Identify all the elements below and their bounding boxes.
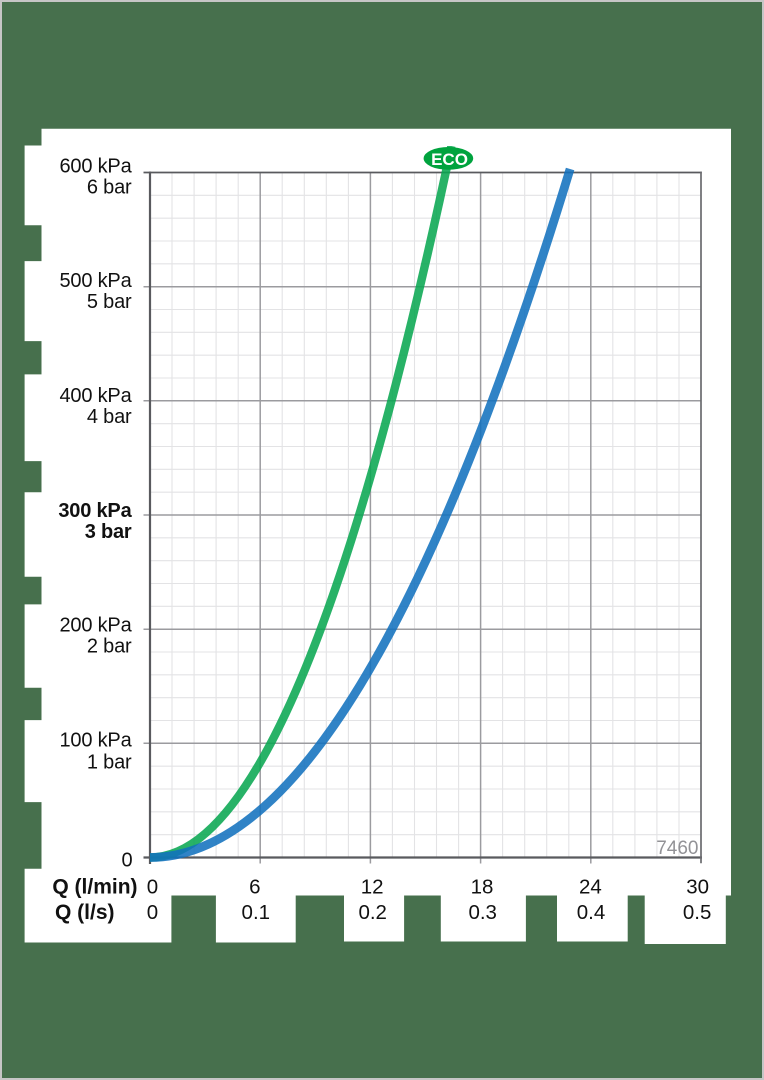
svg-text:6 bar: 6 bar	[87, 176, 132, 198]
svg-text:2 bar: 2 bar	[87, 636, 132, 658]
svg-text:1 bar: 1 bar	[87, 752, 132, 774]
svg-text:12: 12	[361, 876, 384, 899]
svg-text:0.5: 0.5	[683, 901, 712, 924]
svg-text:0: 0	[147, 901, 158, 924]
svg-text:0: 0	[121, 850, 132, 872]
svg-text:6: 6	[249, 876, 260, 899]
svg-text:30: 30	[686, 876, 709, 899]
svg-text:400 kPa: 400 kPa	[60, 385, 133, 407]
svg-text:24: 24	[579, 876, 602, 899]
svg-text:18: 18	[471, 876, 494, 899]
svg-text:Q (l/min): Q (l/min)	[52, 876, 137, 899]
svg-text:300 kPa: 300 kPa	[58, 500, 132, 522]
svg-text:500 kPa: 500 kPa	[60, 270, 133, 292]
svg-text:4 bar: 4 bar	[87, 406, 132, 428]
svg-text:ECO: ECO	[431, 150, 468, 169]
svg-text:Q (l/s): Q (l/s)	[55, 901, 115, 924]
svg-text:0: 0	[147, 876, 158, 899]
svg-text:5 bar: 5 bar	[87, 291, 132, 313]
svg-text:200 kPa: 200 kPa	[60, 615, 133, 637]
svg-text:7460: 7460	[656, 838, 698, 859]
svg-text:0.3: 0.3	[468, 901, 497, 924]
svg-text:0.1: 0.1	[242, 901, 271, 924]
svg-text:0.2: 0.2	[358, 901, 387, 924]
svg-text:3 bar: 3 bar	[85, 521, 132, 543]
svg-text:0.4: 0.4	[577, 901, 606, 924]
svg-text:100 kPa: 100 kPa	[60, 730, 133, 752]
svg-text:600 kPa: 600 kPa	[60, 155, 133, 177]
